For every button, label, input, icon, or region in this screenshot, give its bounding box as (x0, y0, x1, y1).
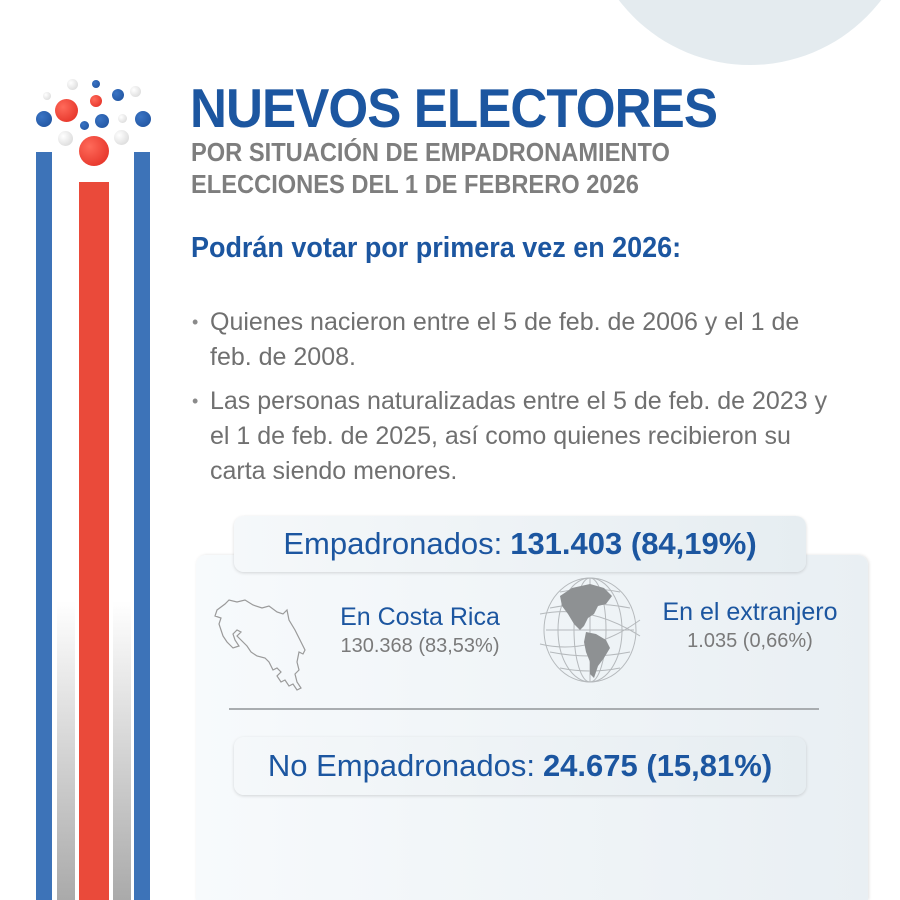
stripe-blue-right (134, 152, 150, 900)
eligibility-list: • Quienes nacieron entre el 5 de feb. de … (190, 305, 830, 498)
page-subtitle-line1: POR SITUACIÓN DE EMPADRONAMIENTO (191, 137, 670, 167)
logo-dot (130, 86, 141, 97)
divider (229, 708, 819, 710)
stats-panel (196, 555, 868, 900)
logo-dot (58, 131, 73, 146)
logo-dot (118, 114, 127, 123)
logo-dot (112, 89, 124, 101)
eligibility-heading: Podrán votar por primera vez en 2026: (191, 232, 682, 264)
not-registered-label: No Empadronados: (267, 748, 535, 783)
registered-label: Empadronados: (283, 526, 503, 561)
registered-total-badge: Empadronados: 131.403 (84,19%) (234, 516, 806, 572)
logo-dot (43, 92, 51, 100)
logo-dot (55, 99, 78, 122)
bullet-icon: • (192, 391, 199, 411)
in-country-label: En Costa Rica (340, 603, 500, 631)
logo-dot (36, 111, 52, 127)
logo-dot (114, 130, 129, 145)
globe-icon (539, 577, 641, 683)
in-country-value: 130.368 (83,53%) (340, 635, 500, 657)
logo-dot (79, 136, 109, 166)
logo-dot (80, 121, 89, 130)
costa-rica-map-icon (214, 599, 306, 691)
bullet-icon: • (192, 312, 199, 332)
bullet-text: Quienes nacieron entre el 5 de feb. de 2… (210, 308, 800, 371)
not-registered-badge: No Empadronados: 24.675 (15,81%) (234, 737, 806, 795)
stripe-white-left (57, 152, 75, 900)
logo-dot (67, 79, 78, 90)
registered-value: 131.403 (84,19%) (510, 526, 757, 561)
decorative-circle (585, 0, 900, 65)
logo-dot (92, 80, 100, 88)
logo-dot (90, 95, 102, 107)
abroad-value: 1.035 (0,66%) (687, 630, 813, 652)
logo-dot (95, 114, 109, 128)
page-title: NUEVOS ELECTORES (190, 77, 718, 139)
list-item: • Quienes nacieron entre el 5 de feb. de … (190, 305, 830, 375)
list-item: • Las personas naturalizadas entre el 5 d… (190, 384, 830, 489)
stripe-blue-left (36, 152, 52, 900)
bullet-text: Las personas naturalizadas entre el 5 de… (210, 387, 828, 485)
abroad-label: En el extranjero (662, 598, 838, 626)
not-registered-value: 24.675 (15,81%) (542, 748, 773, 783)
stripe-white-right (113, 152, 131, 900)
page-subtitle-line2: ELECCIONES DEL 1 DE FEBRERO 2026 (191, 169, 639, 199)
stripe-red (79, 182, 109, 900)
logo-dot (135, 111, 151, 127)
